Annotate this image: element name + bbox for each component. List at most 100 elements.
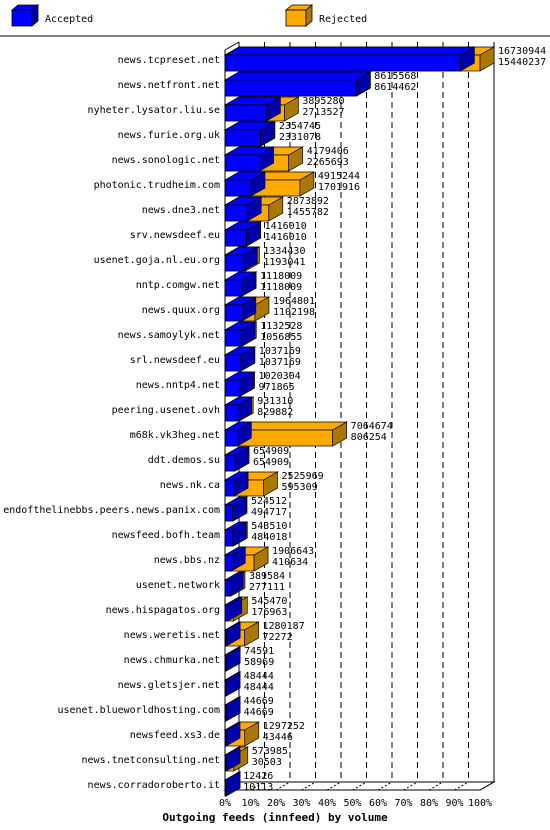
- legend-swatch: [11, 9, 33, 27]
- bar-accepted: [224, 104, 267, 122]
- category-label: srv.newsdeef.eu: [130, 230, 220, 241]
- bar-accepted: [224, 529, 233, 547]
- category-label: nntp.comgw.net: [136, 280, 220, 291]
- data-label-accepted: 806254: [351, 432, 387, 443]
- bar-accepted-side: [240, 321, 256, 347]
- category-label: news.hispagatos.org: [106, 605, 220, 616]
- bar-accepted: [224, 154, 260, 172]
- bar-accepted: [224, 579, 230, 597]
- data-label-accepted: 2265693: [307, 157, 349, 168]
- category-label: news.samoylyk.net: [118, 330, 220, 341]
- data-label-offered: 2873892: [287, 196, 329, 207]
- data-label-offered: 524512: [251, 496, 287, 507]
- category-label: usenet.blueworldhosting.com: [57, 705, 220, 716]
- data-label-offered: 74591: [244, 646, 274, 657]
- data-label-accepted: 1193041: [263, 257, 305, 268]
- bar-accepted-top: [223, 46, 476, 56]
- category-label: news.netfront.net: [118, 80, 220, 91]
- bar-rejected-side: [332, 421, 348, 447]
- data-label-accepted: 176963: [251, 607, 287, 618]
- bar-accepted-side: [246, 221, 261, 247]
- data-label-offered: 543510: [251, 521, 287, 532]
- category-label: news.chmurka.net: [124, 655, 220, 666]
- bar-accepted-side: [459, 46, 475, 72]
- bar-accepted-side: [228, 571, 244, 597]
- x-tick-label: 10%: [241, 798, 259, 809]
- bar-accepted-side: [225, 646, 241, 672]
- category-label: news.nntp4.net: [136, 380, 220, 391]
- category-label: news.nk.ca: [160, 480, 220, 491]
- category-label: photonic.trudheim.com: [94, 180, 220, 191]
- bar-accepted-side: [241, 271, 257, 297]
- category-label: news.dne3.net: [142, 205, 220, 216]
- bar-rejected-side: [288, 146, 304, 172]
- category-label: news.weretis.net: [124, 630, 220, 641]
- data-label-offered: 1297252: [263, 721, 305, 732]
- floor-gridline: [326, 781, 342, 791]
- bar-accepted-side: [227, 596, 243, 622]
- data-label-offered: 654909: [253, 446, 289, 457]
- bar-accepted: [224, 429, 238, 447]
- bar-accepted-side: [241, 296, 257, 322]
- data-label-accepted: 8614462: [374, 82, 416, 93]
- legend-label: Rejected: [319, 14, 367, 25]
- category-label: news.furie.org.uk: [118, 130, 220, 141]
- category-label: endofthelinebbs.peers.news.panix.com: [3, 505, 220, 516]
- bar-accepted: [224, 479, 235, 497]
- data-label-accepted: 1416010: [265, 232, 307, 243]
- floor-gridline: [428, 781, 444, 791]
- data-label-offered: 16730944: [498, 46, 546, 57]
- bar-accepted-side: [233, 471, 249, 497]
- data-label-accepted: 829882: [257, 407, 293, 418]
- data-label-offered: 1020304: [259, 371, 301, 382]
- bar-group: endofthelinebbs.peers.news.panix.com 5245…: [3, 496, 287, 522]
- data-label-accepted: 30503: [252, 757, 282, 768]
- bar-rejected-side: [299, 171, 315, 197]
- bar-accepted-side: [232, 521, 247, 547]
- data-label-accepted: 58969: [244, 657, 274, 668]
- legend-item-rejected: Rejected: [284, 4, 367, 27]
- top-edge: [224, 41, 240, 51]
- data-label-offered: 4179406: [307, 146, 349, 157]
- data-label-offered: 2525969: [281, 471, 323, 482]
- bar-accepted-side: [266, 96, 281, 122]
- data-label-accepted: 2331078: [279, 132, 321, 143]
- x-tick-label: 90%: [445, 798, 463, 809]
- data-label-accepted: 48444: [244, 682, 274, 693]
- data-label-offered: 1037169: [259, 346, 301, 357]
- category-label: news.quux.org: [142, 305, 220, 316]
- data-label-accepted: 43446: [263, 732, 293, 743]
- data-label-offered: 1132528: [260, 321, 302, 332]
- data-label-offered: 3895280: [302, 96, 344, 107]
- x-tick-label: 30%: [292, 798, 310, 809]
- category-label: news.corradoroberto.it: [88, 780, 220, 791]
- bar-accepted: [224, 79, 357, 97]
- data-label-accepted: 971865: [259, 382, 295, 393]
- bar-accepted-side: [230, 546, 246, 572]
- data-label-accepted: 595309: [281, 482, 317, 493]
- floor-gridline: [454, 781, 469, 791]
- bar-accepted-side: [236, 421, 252, 447]
- data-label-offered: 44669: [244, 696, 274, 707]
- data-label-accepted: 1056855: [260, 332, 302, 343]
- data-label-offered: 1280187: [263, 621, 305, 632]
- floor-gridline: [403, 781, 418, 791]
- x-tick-label: 40%: [318, 798, 336, 809]
